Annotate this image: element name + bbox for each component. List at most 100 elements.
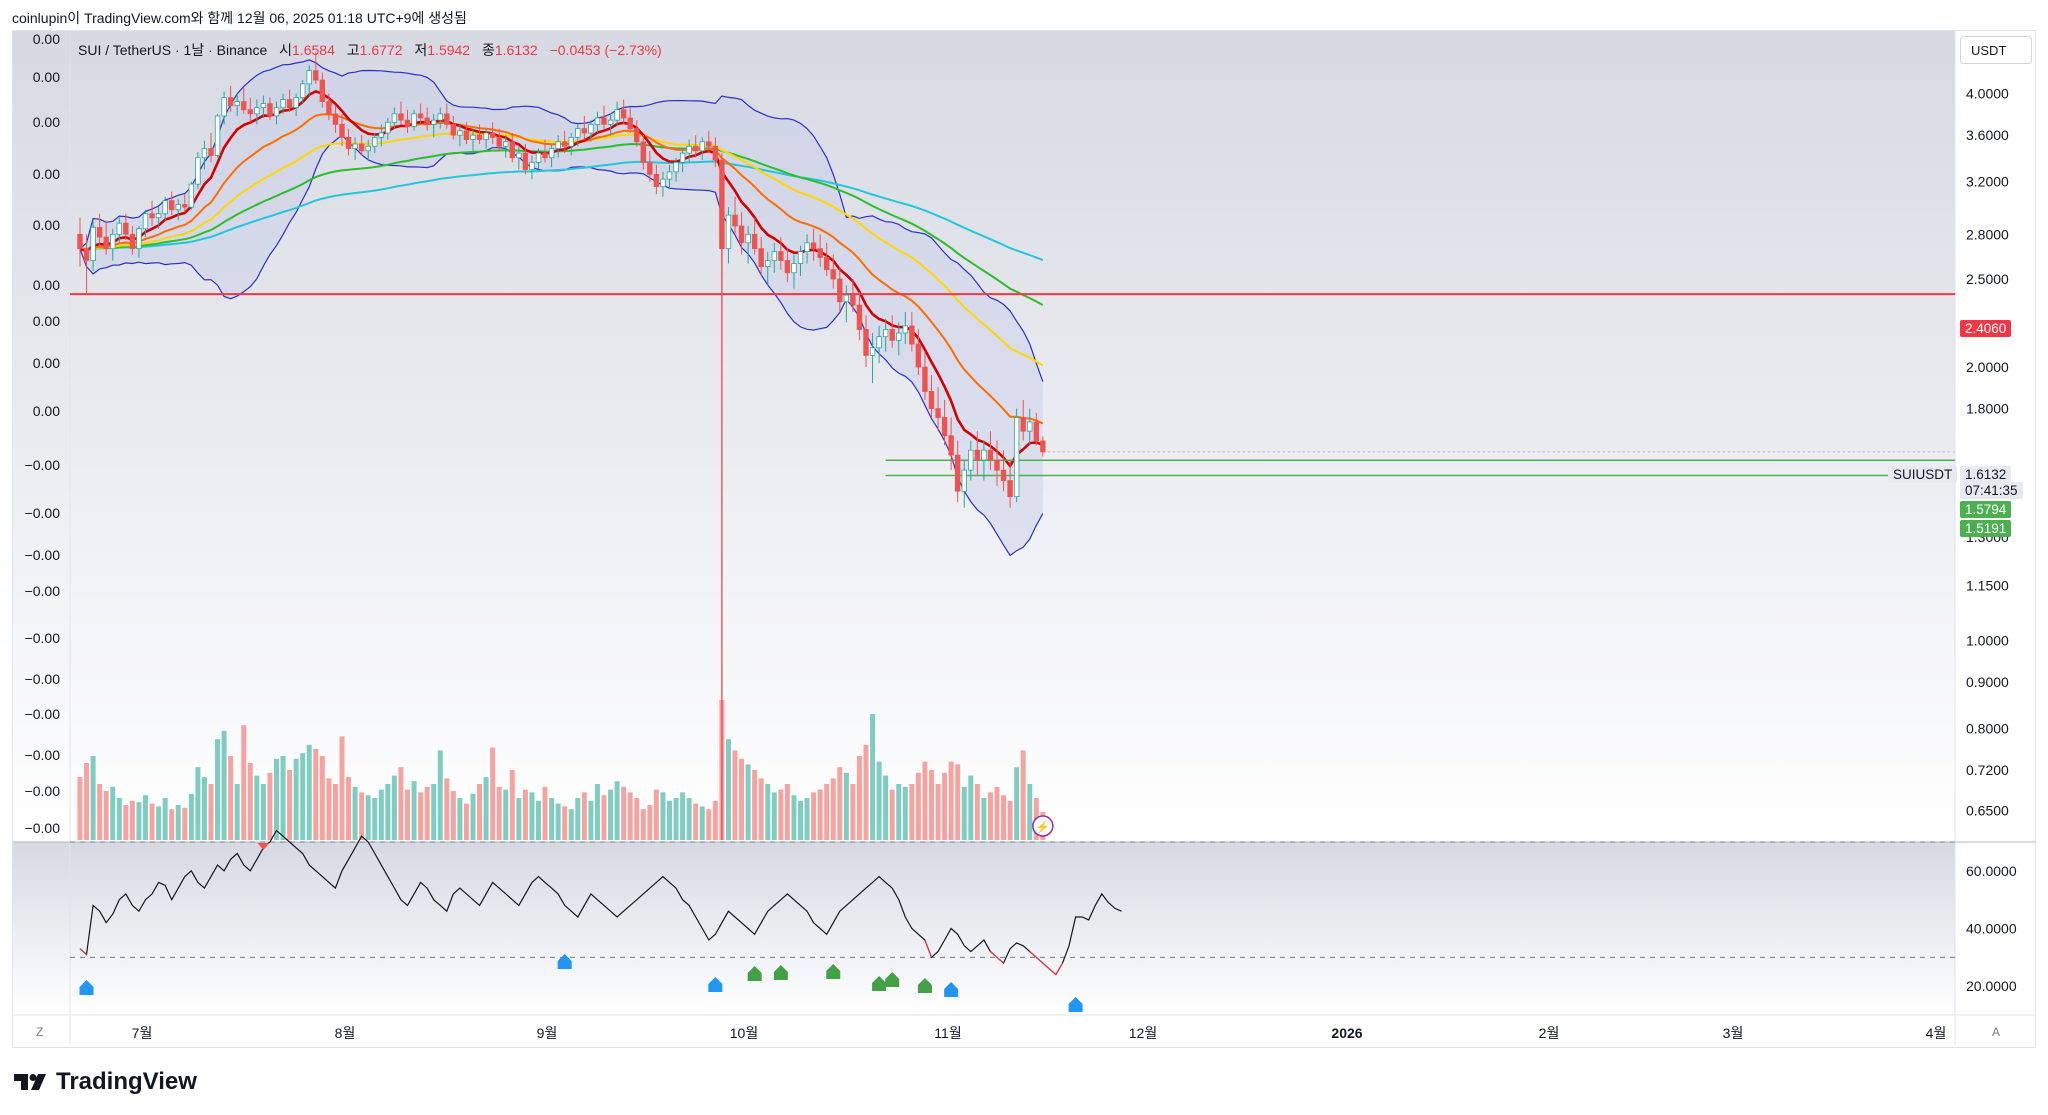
candle-body <box>182 204 188 208</box>
candle-body <box>830 269 836 280</box>
volume-bar <box>352 786 358 840</box>
time-axis-tick: 10월 <box>730 1025 758 1041</box>
volume-bar <box>477 784 483 840</box>
auto-scale-button[interactable]: A <box>1992 1025 2001 1039</box>
candle-body <box>417 113 424 119</box>
volume-bar <box>385 784 391 840</box>
candle-body <box>489 132 496 138</box>
close-label: 종 <box>481 42 495 58</box>
candle-body <box>791 263 797 274</box>
volume-bar <box>319 756 325 840</box>
tradingview-logo-icon <box>14 1074 46 1090</box>
candle-body <box>372 136 378 147</box>
volume-bar <box>981 798 987 840</box>
volume-bar <box>516 798 522 840</box>
rsi-signal-marker <box>917 978 932 993</box>
symbol-name[interactable]: SUI / TetherUS · 1날 · Binance <box>78 42 268 58</box>
open-label: 시 <box>279 42 293 58</box>
volume-bar <box>798 800 803 840</box>
volume-bar <box>241 725 247 840</box>
candle-body <box>804 242 810 252</box>
volume-bar <box>686 798 692 840</box>
volume-bar <box>313 749 319 840</box>
volume-bar <box>581 792 587 840</box>
candle-body <box>1013 417 1020 498</box>
volume-bar <box>503 789 509 840</box>
candle-body <box>653 173 660 188</box>
time-axis-tick: 2월 <box>1539 1025 1560 1041</box>
left-axis-tick: 0.00 <box>33 355 60 371</box>
volume-bar <box>640 809 646 840</box>
volume-bar <box>228 756 234 840</box>
volume-bar <box>883 775 889 840</box>
rsi-oversold-segment <box>1055 962 1064 975</box>
candle-body <box>882 329 889 338</box>
price-axis-tick: 4.0000 <box>1966 86 2009 102</box>
volume-bar <box>876 761 882 840</box>
volume-bar <box>247 763 253 840</box>
candle-body <box>214 115 221 156</box>
volume-bar <box>621 786 627 840</box>
volume-bar <box>935 784 941 840</box>
volume-bar <box>863 744 869 840</box>
volume-bar <box>850 784 856 840</box>
candle-body <box>103 236 109 250</box>
price-axis-tick: 2.0000 <box>1966 359 2009 375</box>
candle-body <box>948 435 954 456</box>
candle-body <box>758 248 764 268</box>
volume-bar <box>306 744 312 840</box>
price-axis-tick: 0.8000 <box>1966 721 2009 737</box>
tradingview-logo[interactable]: TradingView <box>14 1068 197 1096</box>
rsi-pane-background <box>13 842 1955 1015</box>
time-axis-tick: 12월 <box>1129 1025 1157 1041</box>
ema-8-line <box>79 89 1044 469</box>
rsi-oversold-segment <box>1029 951 1037 958</box>
currency-button[interactable]: USDT <box>1960 36 2032 64</box>
candle-body <box>77 233 83 250</box>
rsi-axis-tick: 60.0000 <box>1966 863 2017 879</box>
candle-body <box>850 294 856 306</box>
low-value: 1.5942 <box>427 42 471 58</box>
volume-bar <box>260 784 266 840</box>
rsi-oversold-segment <box>1042 962 1050 970</box>
left-axis-tick: −0.00 <box>25 706 61 722</box>
bollinger-upper-band <box>79 59 1044 382</box>
volume-bar <box>234 784 240 840</box>
candle-body <box>155 213 162 219</box>
candle-body <box>476 134 483 140</box>
volume-bar <box>614 781 620 840</box>
volume-bar <box>84 763 90 840</box>
candle-body <box>221 97 227 117</box>
volume-bar <box>555 803 561 840</box>
candle-body <box>627 117 633 130</box>
volume-bar <box>987 792 993 840</box>
zoom-corner-button[interactable]: Z <box>36 1025 44 1039</box>
volume-bar <box>922 761 928 840</box>
candle-body <box>1020 417 1026 432</box>
volume-bar <box>929 770 934 840</box>
volume-bar <box>254 775 260 840</box>
volume-bar <box>149 803 155 840</box>
volume-bar <box>182 807 188 840</box>
candle-body <box>1007 480 1013 498</box>
candle-body <box>267 103 273 117</box>
candle-body <box>345 136 352 149</box>
candle-body <box>483 132 489 140</box>
volume-bar <box>450 791 456 840</box>
candle-body <box>562 141 568 147</box>
candle-body <box>568 136 574 147</box>
price-axis-tick: 0.9000 <box>1966 674 2009 690</box>
open-value: 1.6584 <box>292 42 335 58</box>
candle-body <box>601 117 607 125</box>
volume-bar <box>280 756 286 840</box>
candle-body <box>136 228 142 250</box>
volume-bar <box>129 800 135 840</box>
candle-body <box>935 408 941 418</box>
candle-body <box>168 200 175 211</box>
volume-bar <box>693 803 699 840</box>
candle-body <box>398 113 404 121</box>
left-axis-tick: −0.00 <box>25 783 61 799</box>
high-label: 고 <box>346 42 360 58</box>
volume-bar <box>673 798 679 840</box>
